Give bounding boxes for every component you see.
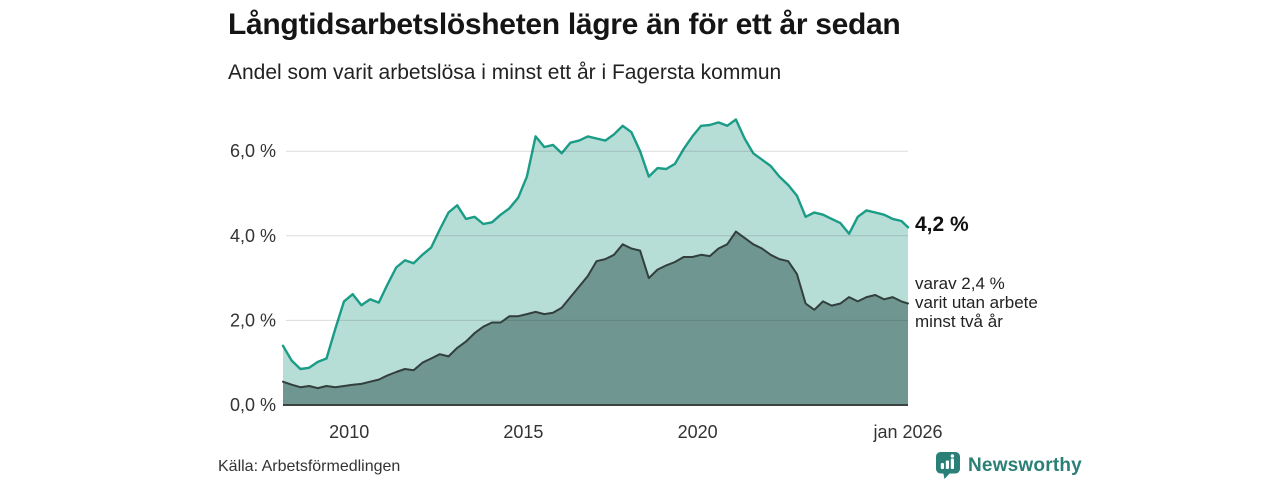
brand-logo: Newsworthy xyxy=(936,452,1082,479)
y-tick-label: 6,0 % xyxy=(230,141,276,161)
y-tick-label: 2,0 % xyxy=(230,310,276,330)
y-tick-label: 0,0 % xyxy=(230,395,276,415)
secondary-value-line2: varit utan arbete xyxy=(915,293,1038,312)
chart-areas xyxy=(281,118,910,405)
line-minst-ett-ar xyxy=(281,118,910,371)
x-tick-label: 2010 xyxy=(329,422,369,442)
secondary-value-line1: varav 2,4 % xyxy=(915,274,1005,293)
source-label: Källa: Arbetsförmedlingen xyxy=(218,458,401,475)
page-subtitle: Andel som varit arbetslösa i minst ett å… xyxy=(228,61,782,84)
brand-name: Newsworthy xyxy=(968,454,1082,476)
newsworthy-icon xyxy=(936,452,960,479)
chart-gridlines xyxy=(283,150,908,406)
secondary-value-label: varav 2,4 % varit utan arbete minst två … xyxy=(915,274,1038,331)
area-minst-tva-ar xyxy=(283,231,908,405)
page-title: Långtidsarbetslösheten lägre än för ett … xyxy=(228,8,901,41)
y-tick-label: 4,0 % xyxy=(230,226,276,246)
latest-value-label: 4,2 % xyxy=(915,213,969,236)
x-tick-label: 2015 xyxy=(503,422,543,442)
secondary-value-line3: minst två år xyxy=(915,312,1003,331)
line-minst-tva-ar xyxy=(282,230,909,390)
x-tick-label: 2020 xyxy=(678,422,718,442)
x-tick-label: jan 2026 xyxy=(872,422,942,442)
chart-tick-labels: 0,0 % 2,0 % 4,0 % 6,0 % 2010 2015 2020 jan 2026 xyxy=(230,141,943,442)
